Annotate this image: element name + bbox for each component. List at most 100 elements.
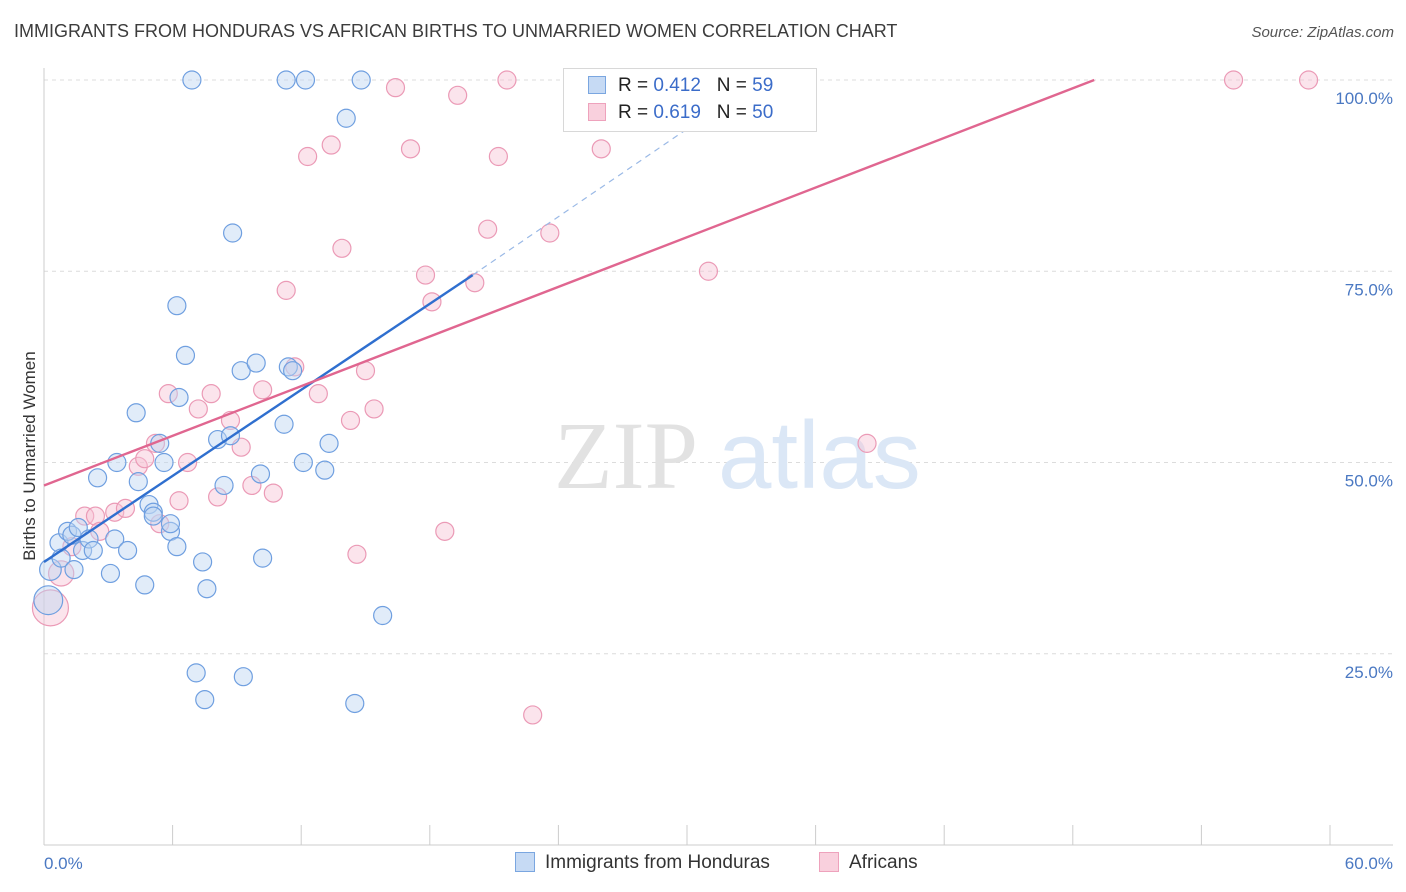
honduras-point-16 [126,403,146,423]
honduras-point-27 [167,296,187,316]
africans-point-0 [31,589,70,627]
africans-point-21 [253,380,273,400]
series-honduras-points [33,70,393,714]
africans-point-12 [158,384,178,404]
legend-r-label: R = [618,75,649,96]
honduras-point-13 [105,529,125,549]
honduras-point-50 [315,460,335,480]
trend-lines [43,78,1095,563]
honduras-point-10 [83,540,103,561]
africans-point-44 [540,223,560,243]
series-legend: Immigrants from Honduras Africans [0,852,1406,876]
legend-swatch-africans [819,852,839,872]
africans-point-30 [347,544,367,564]
honduras-point-0 [33,585,64,616]
honduras-point-36 [214,475,234,496]
y-tick-label-0: 25.0% [1345,663,1393,682]
africans-point-27 [321,135,341,155]
africans-point-42 [497,70,517,90]
honduras-point-44 [274,414,294,434]
africans-point-41 [488,146,508,167]
africans-point-29 [340,410,361,431]
x-tick-label-min: 0.0% [44,854,83,873]
africans-point-49 [1223,70,1244,90]
africans-point-48 [857,433,877,453]
honduras-point-18 [135,575,155,595]
trend-line-honduras [43,274,474,563]
africans-point-15 [188,399,208,419]
honduras-point-52 [336,108,356,128]
honduras-point-28 [169,387,189,408]
africans-point-22 [263,483,283,503]
chart-title: IMMIGRANTS FROM HONDURAS VS AFRICAN BIRT… [14,21,898,41]
correlation-legend: R = 0.412 N = 59 R = 0.619 N = 50 [563,68,817,132]
legend-row-honduras: R = 0.412 N = 59 [588,75,773,99]
honduras-point-47 [283,361,303,381]
honduras-point-54 [351,70,371,90]
watermark-atlas: atlas [718,402,921,509]
africans-point-14 [178,452,198,473]
legend-label-honduras: Immigrants from Honduras [545,852,770,873]
legend-item-honduras[interactable]: Immigrants from Honduras [515,852,770,874]
africans-point-45 [591,139,611,159]
legend-swatch-honduras [515,852,535,872]
watermark: ZIP atlas [554,402,921,509]
honduras-point-26 [167,537,187,557]
honduras-point-40 [233,667,253,687]
series-africans-points [31,70,1319,725]
africans-point-32 [364,399,384,419]
honduras-point-41 [246,353,266,373]
honduras-point-55 [373,605,393,626]
source-credit: Source: ZipAtlas.com [1251,24,1394,41]
watermark-zip: ZIP [554,402,698,509]
africans-point-43 [523,705,543,725]
honduras-point-45 [276,70,296,90]
africans-point-4 [85,506,106,526]
honduras-point-31 [186,663,206,683]
y-axis-title: Births to Unmarried Women [20,351,39,560]
honduras-point-17 [128,472,148,492]
honduras-point-43 [253,548,273,568]
africans-point-3 [75,506,95,526]
africans-point-26 [308,384,328,404]
honduras-point-42 [250,464,271,484]
legend-r-value-africans: 0.619 [653,102,701,123]
y-tick-labels: 25.0% 50.0% 75.0% 100.0% [1335,89,1393,682]
honduras-point-6 [64,559,84,580]
legend-swatch-honduras [588,76,606,94]
africans-point-35 [415,265,436,285]
trend-line-honduras-extension [472,113,709,276]
honduras-point-33 [195,690,215,710]
africans-point-37 [435,521,455,541]
africans-point-38 [448,85,468,105]
y-tick-label-1: 50.0% [1345,472,1393,491]
honduras-point-21 [143,506,163,526]
africans-point-9 [135,449,155,469]
honduras-point-30 [182,70,202,90]
legend-item-africans[interactable]: Africans [819,852,918,874]
honduras-point-12 [100,563,121,584]
honduras-point-49 [295,70,316,90]
honduras-point-51 [319,433,339,453]
honduras-point-48 [293,452,313,473]
honduras-point-8 [72,540,93,561]
y-tick-label-3: 100.0% [1335,89,1393,108]
axes [43,68,1393,846]
legend-r-label: R = [618,102,649,123]
legend-n-label: N = [716,102,747,123]
africans-point-34 [400,139,421,159]
legend-row-africans: R = 0.619 N = 50 [588,102,773,126]
africans-point-16 [201,384,221,404]
y-tick-label-2: 75.0% [1345,280,1393,299]
africans-point-50 [1298,70,1319,90]
legend-swatch-africans [588,103,606,121]
legend-n-value-honduras: 59 [752,75,774,96]
legend-n-value-africans: 50 [752,102,774,123]
africans-point-25 [298,146,318,167]
legend-r-value-honduras: 0.412 [653,75,701,96]
africans-point-28 [332,238,352,258]
africans-point-8 [128,456,148,476]
legend-label-africans: Africans [849,852,918,873]
africans-point-11 [150,514,170,534]
